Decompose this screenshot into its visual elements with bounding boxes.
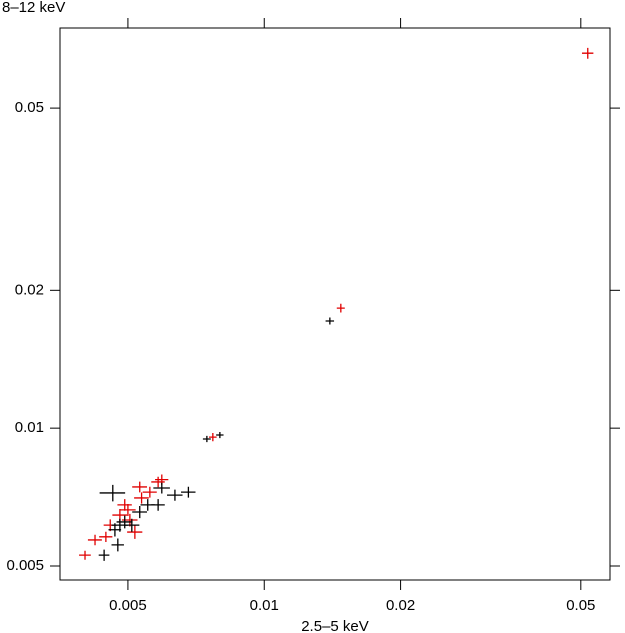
plot-frame xyxy=(59,27,611,581)
point xyxy=(325,317,335,325)
point xyxy=(132,506,148,519)
point xyxy=(79,550,91,560)
y-tick-label: 0.01 xyxy=(15,419,44,436)
point xyxy=(581,47,594,59)
point xyxy=(216,431,224,439)
point xyxy=(123,518,140,532)
y-tick-label: 0.02 xyxy=(15,281,44,298)
y-tick-label: 0.05 xyxy=(15,99,44,116)
point xyxy=(111,538,124,552)
point xyxy=(108,523,122,537)
point xyxy=(181,486,196,498)
x-axis-label: 2.5–5 keV xyxy=(301,618,369,633)
point xyxy=(119,503,136,516)
point xyxy=(153,482,170,494)
point xyxy=(208,432,217,442)
y-tick-label: 0.005 xyxy=(6,557,44,574)
point xyxy=(99,531,113,543)
y-axis-label: 8–12 keV xyxy=(2,0,65,16)
point xyxy=(134,492,149,504)
x-tick-label: 0.005 xyxy=(109,597,147,614)
point xyxy=(151,476,165,488)
point xyxy=(142,486,157,498)
point xyxy=(127,525,143,539)
point xyxy=(87,534,102,546)
point xyxy=(132,481,148,493)
x-tick-label: 0.01 xyxy=(250,597,279,614)
point xyxy=(151,499,165,511)
point xyxy=(99,484,126,502)
point xyxy=(116,515,133,529)
x-tick-label: 0.05 xyxy=(566,597,595,614)
point xyxy=(98,549,110,561)
point xyxy=(336,303,345,313)
point xyxy=(202,435,211,443)
point xyxy=(167,489,183,501)
point xyxy=(117,499,132,511)
x-tick-label: 0.02 xyxy=(386,597,415,614)
